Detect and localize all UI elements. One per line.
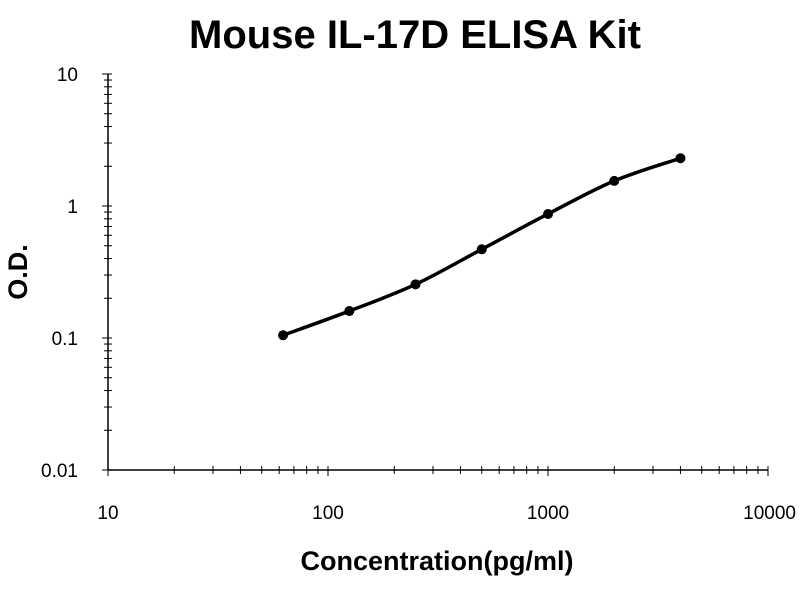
data-points <box>278 153 686 341</box>
data-point <box>675 153 686 164</box>
data-point <box>344 306 355 317</box>
y-axis-label: O.D. <box>3 244 33 300</box>
x-tick-labels: 10 100 1000 10000 <box>97 503 796 524</box>
chart-title: Mouse IL-17D ELISA Kit <box>189 13 641 57</box>
y-tick-label: 1 <box>67 197 78 218</box>
data-point <box>476 244 487 255</box>
data-point <box>278 330 289 341</box>
x-tick-label: 1000 <box>527 503 569 524</box>
data-point <box>410 279 421 290</box>
data-point <box>543 208 553 219</box>
x-tick-label: 100 <box>312 503 344 524</box>
y-tick-label: 10 <box>57 65 78 86</box>
y-tick-label: 0.1 <box>52 329 78 350</box>
x-axis-label: Concentration(pg/ml) <box>301 546 574 576</box>
x-minor-ticks <box>107 466 769 476</box>
data-point <box>609 175 620 186</box>
x-tick-label: 10 <box>97 503 118 524</box>
y-tick-labels: 0.01 0.1 1 10 <box>41 65 78 482</box>
y-tick-label: 0.01 <box>41 461 78 482</box>
axes <box>107 74 768 471</box>
y-minor-ticks <box>102 73 112 471</box>
x-tick-label: 10000 <box>743 503 796 524</box>
